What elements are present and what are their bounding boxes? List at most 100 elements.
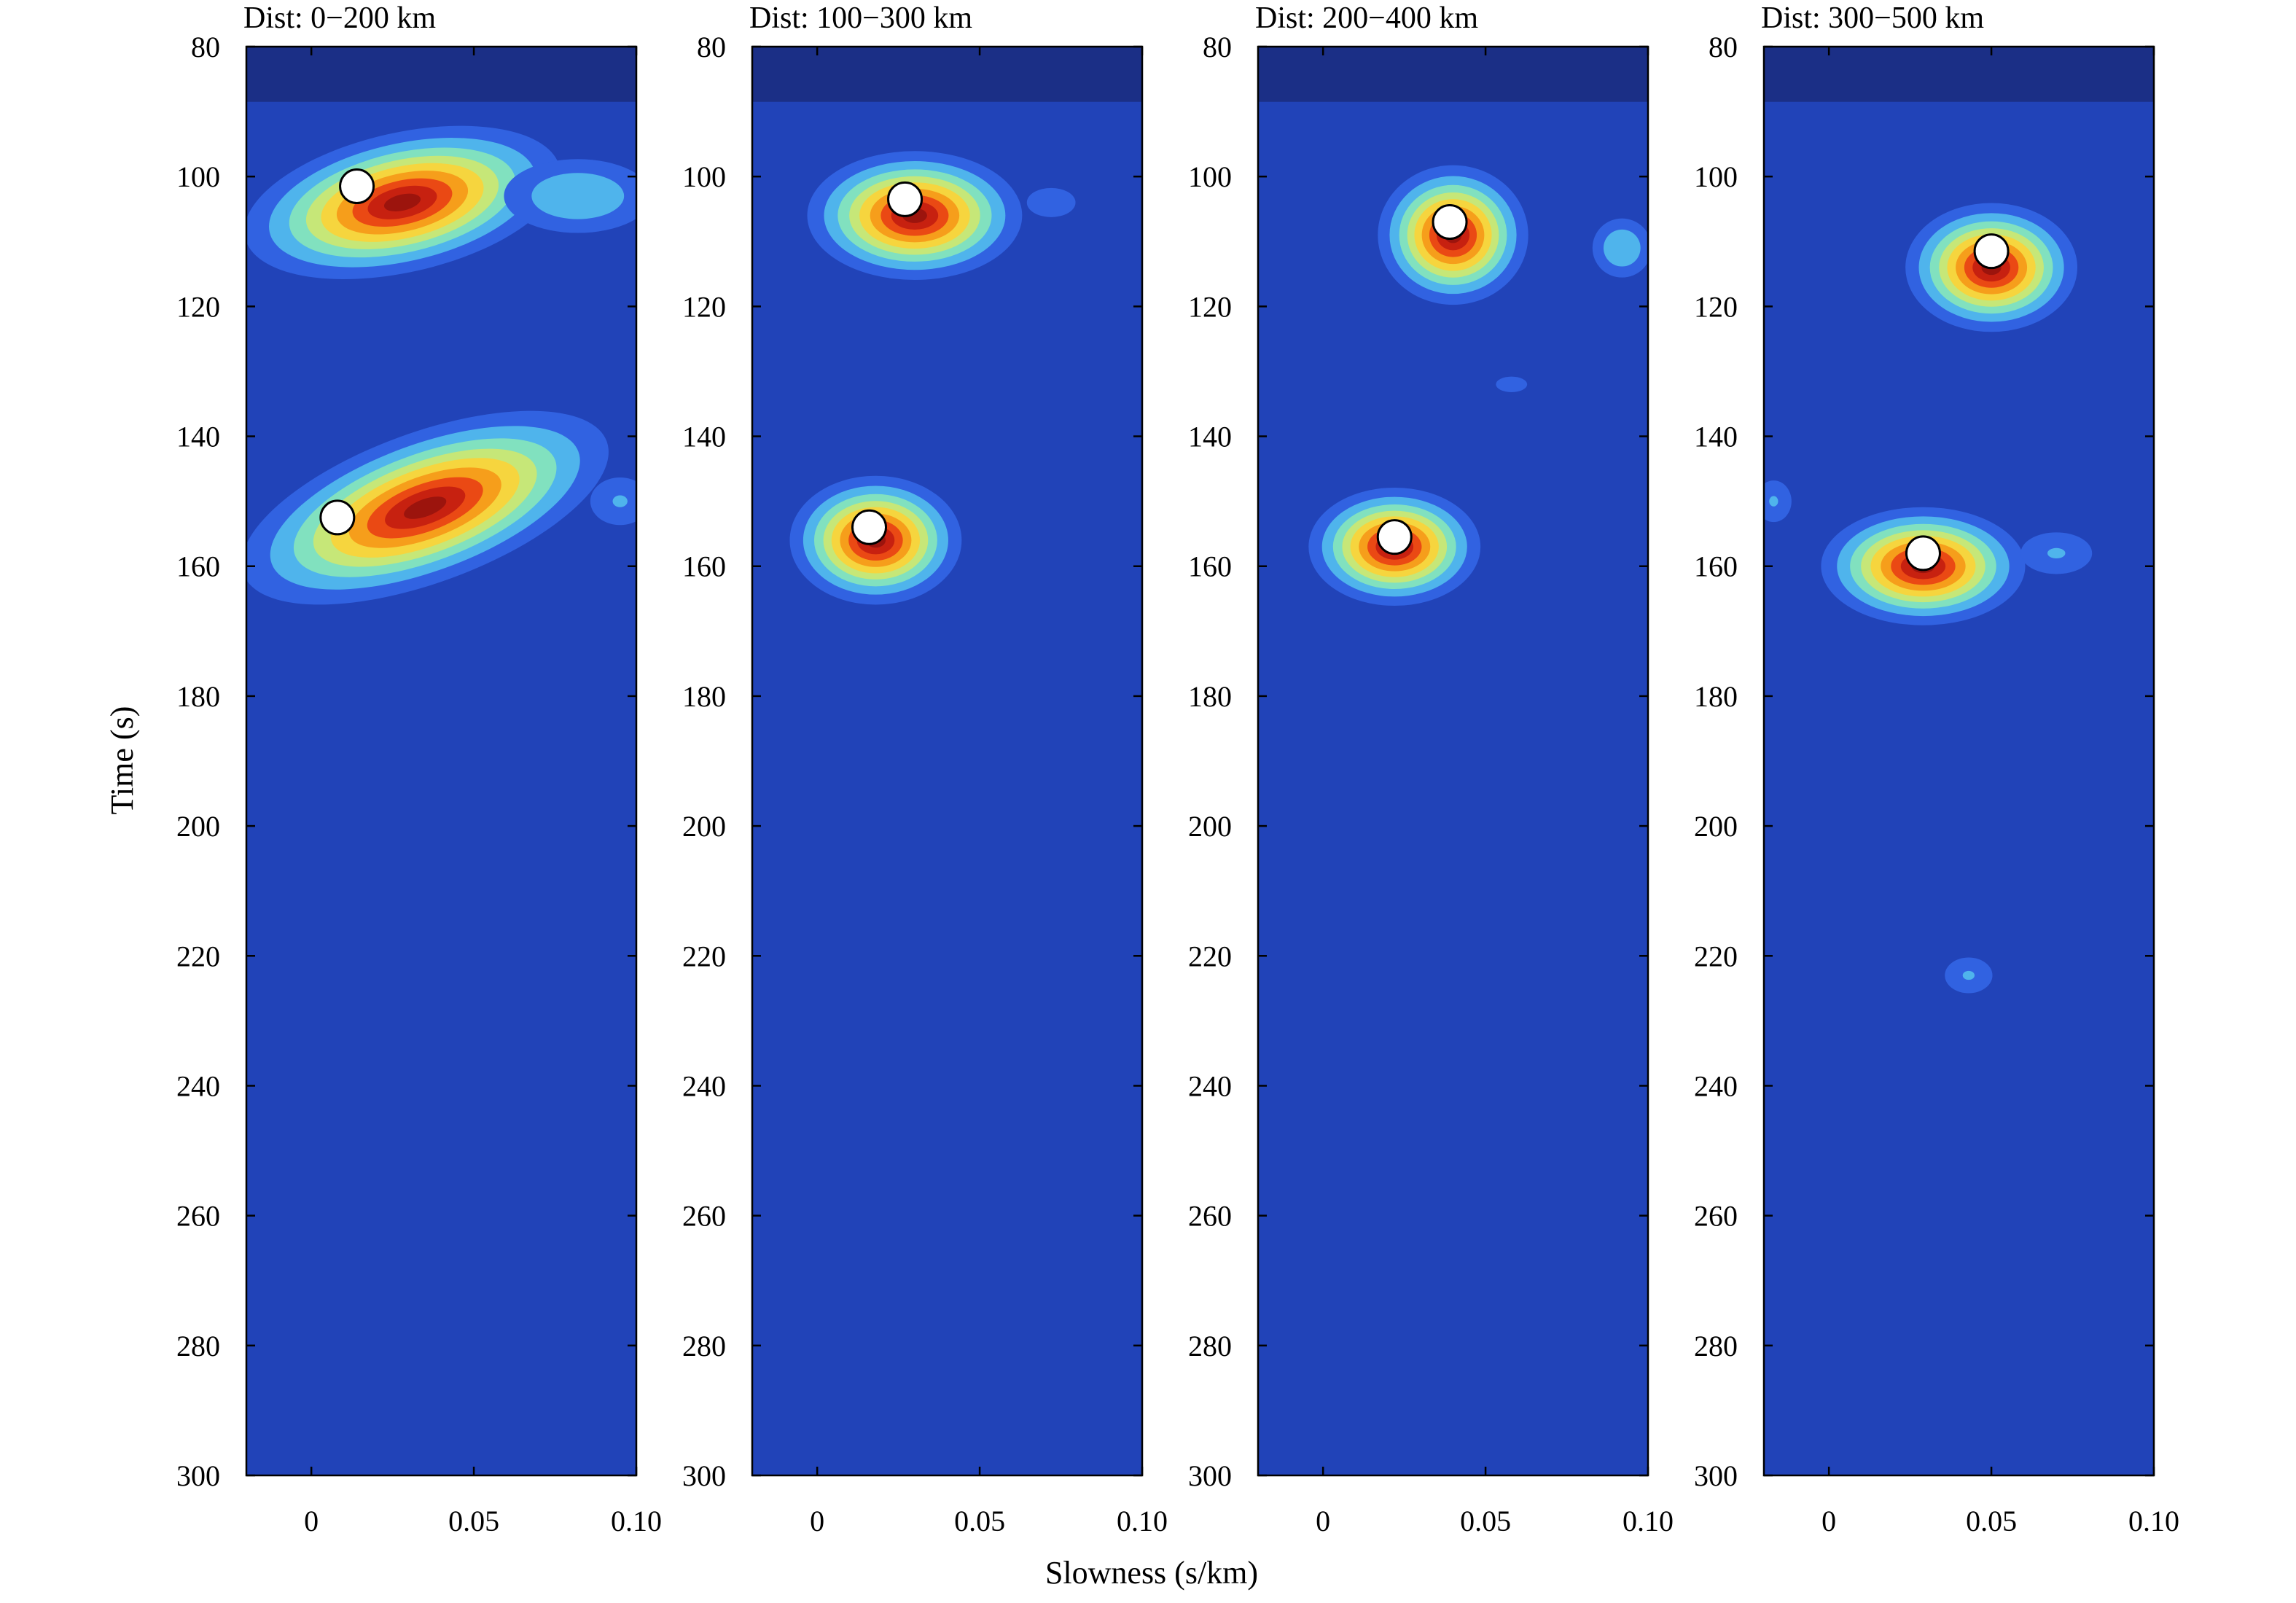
x-tick-label: 0.10 xyxy=(611,1505,662,1537)
x-tick-label: 0.05 xyxy=(1966,1505,2017,1537)
heatmap-top-band xyxy=(246,47,636,102)
y-tick-label: 200 xyxy=(176,810,220,843)
y-tick-label: 180 xyxy=(176,680,220,713)
y-tick-label: 160 xyxy=(1694,550,1738,583)
x-tick-label: 0.10 xyxy=(1623,1505,1674,1537)
y-tick-label: 80 xyxy=(697,31,726,63)
y-tick-label: 280 xyxy=(682,1330,726,1362)
blob-contour xyxy=(383,193,421,211)
y-tick-label: 160 xyxy=(1188,550,1232,583)
x-tick-label: 0 xyxy=(1821,1505,1836,1537)
y-tick-label: 240 xyxy=(176,1069,220,1102)
peak-marker xyxy=(1905,535,1941,572)
x-tick-label: 0.05 xyxy=(448,1505,499,1537)
y-tick-label: 120 xyxy=(1188,290,1232,323)
y-tick-label: 240 xyxy=(682,1069,726,1102)
blob-contour xyxy=(1769,496,1778,507)
y-tick-label: 180 xyxy=(682,680,726,713)
y-tick-label: 300 xyxy=(176,1459,220,1492)
y-tick-label: 280 xyxy=(1694,1330,1738,1362)
y-tick-label: 180 xyxy=(1188,680,1232,713)
y-tick-label: 280 xyxy=(1188,1330,1232,1362)
blob-contour xyxy=(612,495,628,507)
heatmap-top-band xyxy=(752,47,1142,102)
y-tick-label: 80 xyxy=(1709,31,1738,63)
heatmap-field xyxy=(752,47,1142,1475)
x-tick-label: 0.05 xyxy=(954,1505,1005,1537)
y-tick-label: 220 xyxy=(682,940,726,972)
panel-3: 80 100 120 140 160 180 200 220 240 260 280 300 0 0.05… xyxy=(1188,1,1674,1537)
y-tick-label: 220 xyxy=(176,940,220,972)
y-tick-label: 260 xyxy=(1188,1200,1232,1233)
y-tick-label: 80 xyxy=(1203,31,1232,63)
peak-marker xyxy=(339,168,375,205)
y-tick-label: 240 xyxy=(1694,1069,1738,1102)
y-tick-label: 220 xyxy=(1188,940,1232,972)
blob-contour xyxy=(404,496,447,519)
y-tick-label: 200 xyxy=(1694,810,1738,843)
heatmap-background xyxy=(752,47,1142,1475)
panel-2: 80 100 120 140 160 180 200 220 240 260 280 300 0 0.05… xyxy=(682,1,1168,1537)
peak-marker xyxy=(1973,233,2010,270)
heatmap-top-band xyxy=(1258,47,1648,102)
y-tick-label: 140 xyxy=(176,421,220,453)
y-tick-label: 240 xyxy=(1188,1069,1232,1102)
peak-marker xyxy=(1432,204,1468,241)
x-tick-label: 0.05 xyxy=(1460,1505,1511,1537)
panels: 80 100 120 140 160 180 200 220 240 260 280 300 0 0.05… xyxy=(176,1,2179,1537)
y-tick-label: 200 xyxy=(682,810,726,843)
blob-contour xyxy=(1603,229,1641,267)
x-tick-label: 0 xyxy=(1316,1505,1330,1537)
y-tick-label: 220 xyxy=(1694,940,1738,972)
y-tick-label: 140 xyxy=(682,421,726,453)
blob-contour xyxy=(1962,970,1975,980)
x-axis-label: Slowness (s/km) xyxy=(1045,1555,1258,1591)
y-tick-label: 100 xyxy=(1694,160,1738,193)
axes-frame xyxy=(245,45,638,1477)
y-tick-label: 200 xyxy=(1188,810,1232,843)
peak-marker xyxy=(851,509,887,545)
x-tick-label: 0.10 xyxy=(1117,1505,1168,1537)
y-tick-label: 160 xyxy=(176,550,220,583)
y-tick-label: 140 xyxy=(1694,421,1738,453)
y-tick-label: 80 xyxy=(191,31,220,63)
blob-contour xyxy=(531,173,625,219)
y-tick-label: 260 xyxy=(1694,1200,1738,1233)
x-tick-label: 0 xyxy=(810,1505,824,1537)
y-tick-label: 120 xyxy=(682,290,726,323)
y-tick-label: 100 xyxy=(1188,160,1232,193)
peak-marker xyxy=(887,181,924,217)
heatmap-background xyxy=(246,47,636,1475)
y-tick-label: 260 xyxy=(176,1200,220,1233)
y-tick-label: 100 xyxy=(176,160,220,193)
blob-contour xyxy=(1496,376,1528,392)
heatmap-field xyxy=(246,47,636,1475)
y-tick-label: 300 xyxy=(1694,1459,1738,1492)
panel-title: Dist: 300−500 km xyxy=(1761,1,1984,35)
y-tick-label: 280 xyxy=(176,1330,220,1362)
y-tick-label: 160 xyxy=(682,550,726,583)
heatmap-field xyxy=(1258,47,1648,1475)
panel-title: Dist: 200−400 km xyxy=(1255,1,1478,35)
panel-title: Dist: 100−300 km xyxy=(749,1,972,35)
heatmap-top-band xyxy=(1764,47,2154,102)
blob-contour xyxy=(2047,547,2066,559)
panel-title: Dist: 0−200 km xyxy=(243,1,436,35)
x-tick-label: 0.10 xyxy=(2128,1505,2179,1537)
blob-contour xyxy=(1026,187,1076,217)
y-tick-label: 100 xyxy=(682,160,726,193)
y-axis-label: Time (s) xyxy=(104,706,140,815)
y-tick-label: 300 xyxy=(682,1459,726,1492)
panel-4: 80 100 120 140 160 180 200 220 240 260 280 300 0 0.05… xyxy=(1694,1,2179,1537)
y-tick-label: 120 xyxy=(176,290,220,323)
x-tick-label: 0 xyxy=(304,1505,319,1537)
axes-frame xyxy=(751,45,1144,1477)
peak-marker xyxy=(319,499,356,536)
y-tick-label: 120 xyxy=(1694,290,1738,323)
panel-1: 80 100 120 140 160 180 200 220 240 260 280 300 0 0.05… xyxy=(176,1,662,1537)
axes-frame xyxy=(1762,45,2155,1477)
y-tick-label: 260 xyxy=(682,1200,726,1233)
y-tick-label: 300 xyxy=(1188,1459,1232,1492)
y-tick-label: 180 xyxy=(1694,680,1738,713)
